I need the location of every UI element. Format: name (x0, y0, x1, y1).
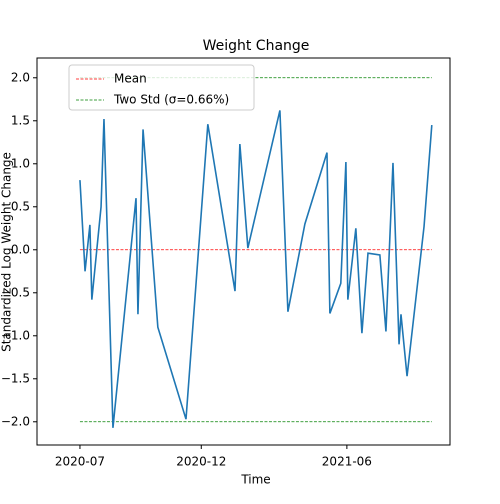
y-tick-label: −0.5 (1, 285, 30, 299)
y-tick-label: 0.0 (11, 242, 30, 256)
legend-label: Mean (114, 72, 147, 86)
x-tick-label: 2021-06 (322, 455, 372, 469)
data-line (79, 110, 433, 428)
x-tick-label: 2020-07 (55, 455, 105, 469)
y-tick-label: 0.5 (11, 199, 30, 213)
y-tick-label: 1.0 (11, 156, 30, 170)
chart-title: Weight Change (203, 38, 310, 54)
legend-box (68, 64, 255, 111)
legend-label: Two Std (σ=0.66%) (113, 93, 229, 107)
y-tick-label: 2.0 (11, 70, 30, 84)
x-tick-label: 2020-12 (176, 455, 226, 469)
y-tick-label: −2.0 (1, 414, 30, 428)
y-tick-label: −1.5 (1, 371, 30, 385)
plot-frame (36, 57, 451, 446)
y-tick-label: −1.0 (1, 328, 30, 342)
x-axis-label: Time (240, 473, 270, 487)
y-tick-label: 1.5 (11, 113, 30, 127)
y-axis-label: Standardized Log Weight Change (0, 152, 14, 352)
